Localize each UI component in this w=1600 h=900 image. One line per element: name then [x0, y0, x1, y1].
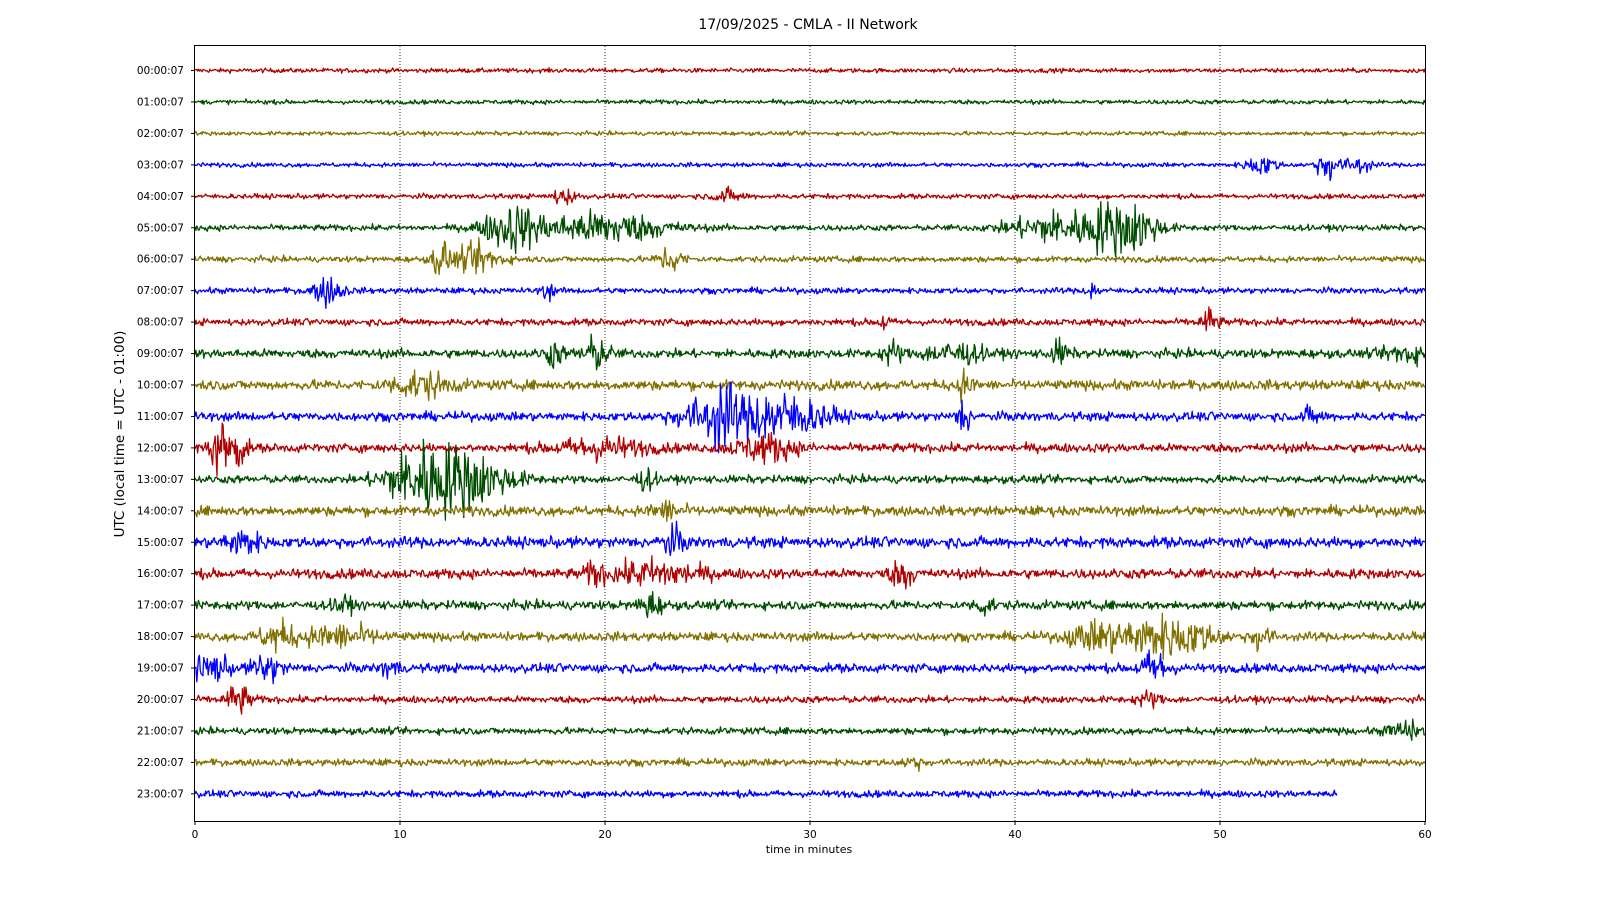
trace-line — [194, 718, 1426, 741]
y-tick-label: 15:00:07 — [137, 537, 184, 549]
y-tick-label: 09:00:07 — [137, 348, 184, 360]
y-axis-label: UTC (local time = UTC - 01:00) — [112, 331, 128, 538]
y-tick-label: 17:00:07 — [137, 600, 184, 612]
y-ticks: 00:00:07 01:00:07 02:00:07 03:00:07 04:00:07… — [137, 65, 195, 800]
y-tick-label: 06:00:07 — [137, 254, 184, 266]
y-tick-label: 22:00:07 — [137, 757, 184, 769]
trace-line — [194, 67, 1426, 74]
x-tick-label: 20 — [598, 829, 611, 841]
x-tick-label: 30 — [803, 829, 816, 841]
y-tick-label: 05:00:07 — [137, 222, 184, 234]
grid-lines — [399, 46, 1221, 821]
x-tick-label: 50 — [1213, 829, 1226, 841]
y-tick-label: 14:00:07 — [137, 505, 184, 517]
traces — [194, 67, 1426, 800]
x-tick-label: 40 — [1008, 829, 1021, 841]
y-tick-label: 12:00:07 — [137, 442, 184, 454]
trace-line — [194, 685, 1425, 715]
y-tick-label: 01:00:07 — [137, 96, 184, 108]
y-tick-label: 04:00:07 — [137, 191, 184, 203]
trace-line — [194, 422, 1426, 477]
y-tick-label: 08:00:07 — [137, 317, 184, 329]
y-tick-label: 10:00:07 — [137, 380, 184, 392]
trace-line — [194, 157, 1426, 182]
trace-line — [194, 276, 1426, 310]
x-axis-label: time in minutes — [766, 843, 853, 856]
y-tick-label: 11:00:07 — [137, 411, 184, 423]
trace-line — [194, 499, 1426, 523]
y-tick-label: 19:00:07 — [137, 663, 184, 675]
trace-line — [194, 438, 1426, 521]
trace-line — [194, 367, 1426, 404]
y-tick-label: 07:00:07 — [137, 285, 184, 297]
trace-line — [194, 649, 1426, 685]
y-tick-label: 02:00:07 — [137, 128, 184, 140]
trace-line — [194, 555, 1426, 590]
y-tick-label: 23:00:07 — [137, 788, 184, 800]
y-tick-label: 13:00:07 — [137, 474, 184, 486]
chart-title: 17/09/2025 - CMLA - II Network — [698, 17, 918, 33]
trace-line — [194, 590, 1426, 619]
trace-line — [194, 520, 1426, 557]
trace-line — [194, 306, 1426, 332]
x-tick-label: 60 — [1418, 829, 1431, 841]
trace-line — [194, 788, 1338, 800]
trace-line — [194, 185, 1426, 206]
y-tick-label: 03:00:07 — [137, 159, 184, 171]
y-tick-label: 20:00:07 — [137, 694, 184, 706]
trace-line — [194, 612, 1426, 661]
trace-line — [194, 98, 1426, 106]
trace-line — [194, 129, 1426, 137]
x-tick-label: 0 — [192, 829, 199, 841]
y-tick-label: 00:00:07 — [137, 65, 184, 77]
trace-line — [194, 237, 1426, 276]
trace-line — [194, 333, 1426, 371]
trace-line — [194, 381, 1426, 454]
y-tick-label: 21:00:07 — [137, 725, 184, 737]
x-ticks: 0 10 20 30 40 50 60 — [192, 821, 1432, 841]
x-tick-label: 10 — [393, 829, 406, 841]
y-tick-label: 18:00:07 — [137, 631, 184, 643]
y-tick-label: 16:00:07 — [137, 568, 184, 580]
trace-line — [194, 757, 1426, 772]
trace-line — [194, 200, 1426, 258]
